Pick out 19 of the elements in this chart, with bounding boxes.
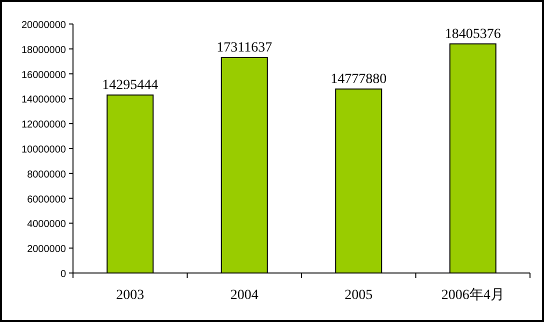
x-tick-label: 2003 (116, 288, 144, 303)
x-tick-label: 2006年4月 (441, 287, 504, 303)
data-label: 18405376 (444, 26, 501, 42)
data-label: 14295444 (102, 78, 158, 94)
y-tick-label: 18000000 (22, 44, 66, 56)
y-tick-label: 8000000 (27, 169, 66, 180)
x-tick-label: 2004 (230, 288, 258, 303)
y-tick-label: 14000000 (22, 94, 66, 106)
data-label: 17311637 (216, 40, 272, 56)
y-tick-label: 12000000 (22, 120, 66, 131)
y-tick-label: 16000000 (22, 70, 66, 81)
y-tick-label: 0 (60, 269, 66, 280)
y-tick-label: 2000000 (27, 244, 66, 256)
y-tick-label: 20000000 (22, 20, 66, 31)
x-tick-label: 2005 (344, 288, 373, 303)
y-tick-label: 10000000 (22, 144, 66, 156)
data-label: 14777880 (330, 72, 387, 88)
y-tick-label: 6000000 (27, 194, 66, 206)
y-tick-label: 4000000 (27, 219, 66, 230)
